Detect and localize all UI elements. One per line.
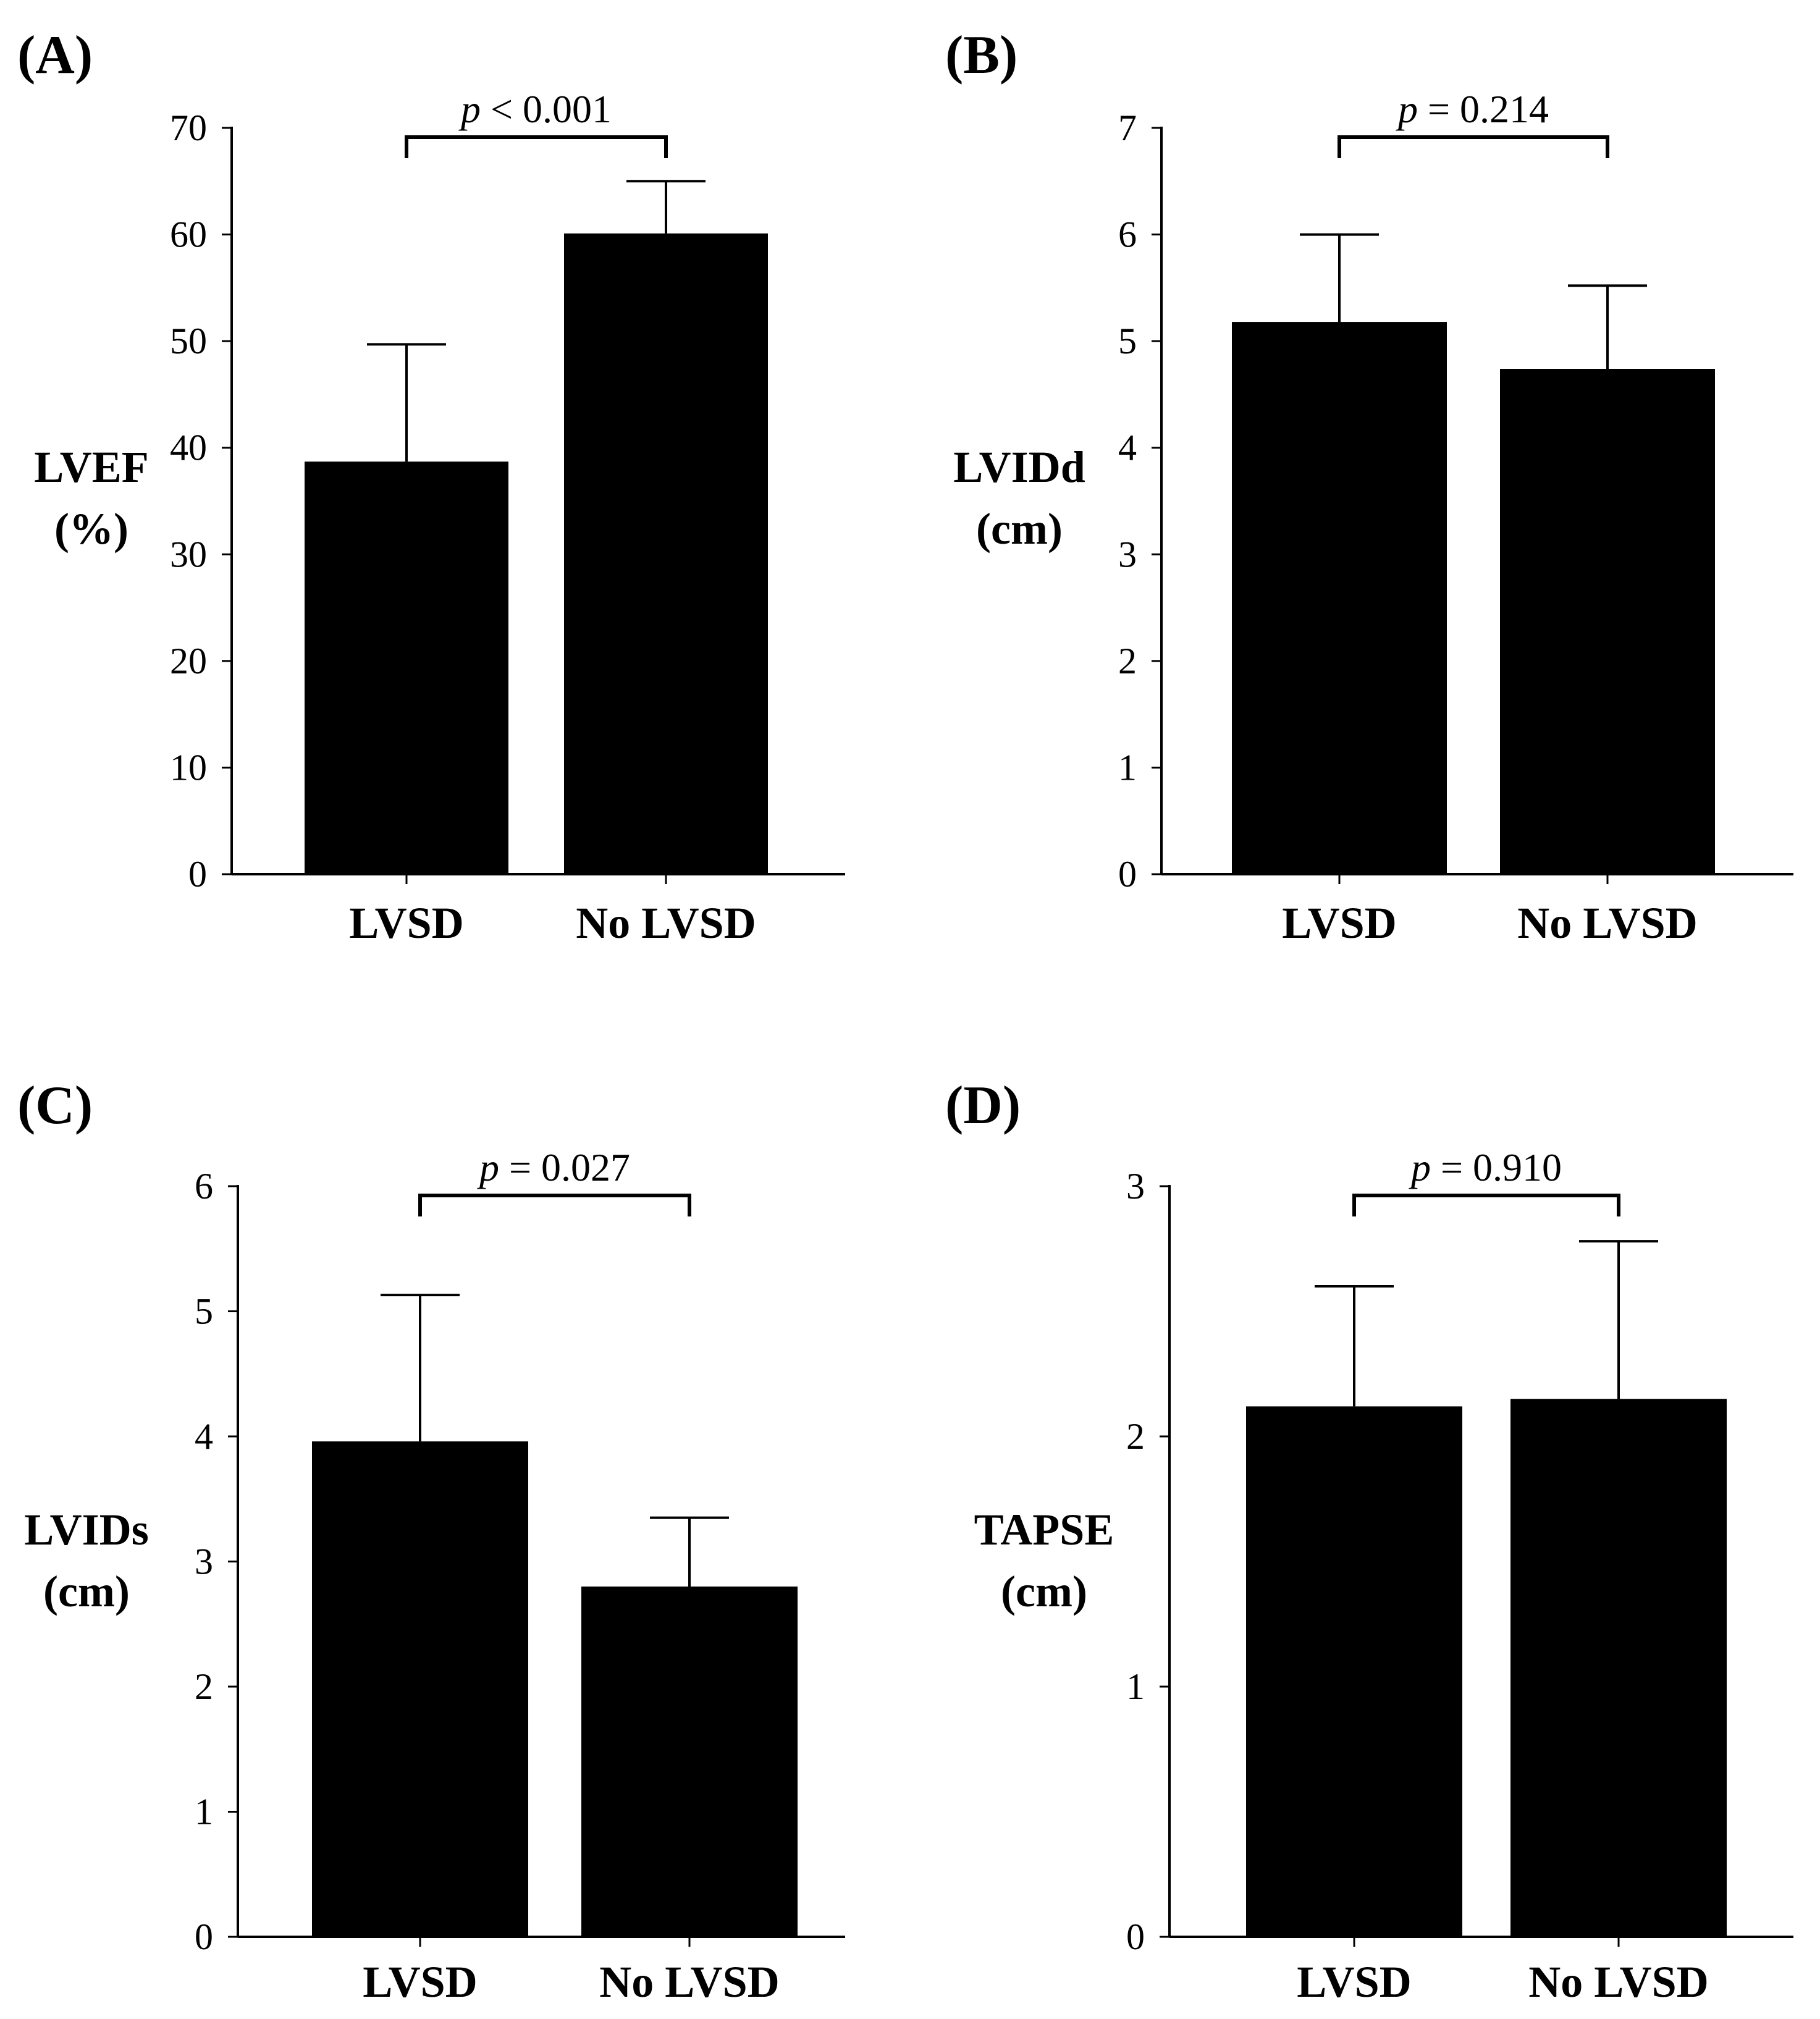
y-tick-label: 3 — [1118, 534, 1137, 575]
y-tick-label: 2 — [195, 1666, 213, 1707]
significance-bracket — [418, 1194, 691, 1216]
x-category-label: LVSD — [1297, 1957, 1411, 2007]
p-value-label: p < 0.001 — [458, 87, 612, 131]
p-symbol: p — [477, 1145, 499, 1189]
y-tick-label: 1 — [1118, 747, 1137, 788]
y-tick-label: 4 — [1118, 428, 1137, 468]
y-tick-label: 2 — [1118, 641, 1137, 681]
panel-label: (B) — [945, 25, 1017, 85]
y-tick-label: 5 — [195, 1291, 213, 1332]
panel-label: (C) — [17, 1076, 93, 1136]
p-value-text: = 0.214 — [1418, 87, 1549, 131]
x-category-label: No LVSD — [1517, 898, 1697, 948]
panel-label: (A) — [17, 25, 93, 85]
bar-no-lvsd — [564, 233, 768, 874]
y-tick-label: 40 — [170, 428, 207, 468]
bar-no-lvsd — [1500, 369, 1715, 874]
y-tick-label: 50 — [170, 321, 207, 361]
y-tick-label: 0 — [188, 854, 207, 895]
bar-no-lvsd — [1510, 1399, 1727, 1937]
p-symbol: p — [458, 87, 481, 131]
y-tick-label: 1 — [1126, 1666, 1145, 1707]
p-symbol: p — [1396, 87, 1418, 131]
y-tick-label: 3 — [1126, 1166, 1145, 1207]
y-tick-label: 4 — [195, 1416, 213, 1457]
p-value-text: = 0.910 — [1431, 1145, 1562, 1189]
y-axis-title: (cm) — [43, 1567, 130, 1616]
y-tick-label: 0 — [1126, 1916, 1145, 1957]
y-axis-title: (%) — [54, 504, 128, 554]
x-category-label: LVSD — [363, 1957, 477, 2007]
bar-lvsd — [1232, 322, 1447, 874]
y-tick-label: 30 — [170, 534, 207, 575]
y-tick-label: 0 — [1118, 854, 1137, 895]
chart-panel-4: (D) TAPSE (cm) 0 1 2 3 LVSD No LVSD p = 0.910 — [945, 1076, 1793, 2007]
y-axis-title: LVEF — [34, 442, 148, 492]
chart-panel-3: (C) LVIDs (cm) 0 1 2 3 4 5 6 LVSD No LVSD p = 0.027 — [17, 1076, 845, 2007]
y-tick-label: 1 — [195, 1792, 213, 1832]
significance-bracket — [405, 135, 668, 158]
chart-panel-1: (A) LVEF (%) 0 10 20 30 40 50 60 70 LVSD No LVSD p < … — [17, 25, 845, 948]
y-tick-label: 5 — [1118, 321, 1137, 361]
y-tick-label: 3 — [195, 1541, 213, 1582]
x-category-label: LVSD — [1282, 898, 1396, 948]
p-symbol: p — [1409, 1145, 1431, 1189]
y-tick-label: 10 — [170, 747, 207, 788]
y-tick-label: 7 — [1118, 107, 1137, 148]
y-axis-title: LVIDd — [953, 442, 1085, 492]
x-category-label: LVSD — [349, 898, 463, 948]
p-value-text: < 0.001 — [481, 87, 612, 131]
panel-label: (D) — [945, 1076, 1021, 1136]
y-tick-label: 70 — [170, 107, 207, 148]
y-tick-label: 20 — [170, 641, 207, 681]
y-tick-label: 6 — [195, 1166, 213, 1207]
p-value-label: p = 0.027 — [477, 1145, 630, 1189]
p-value-label: p = 0.214 — [1396, 87, 1549, 131]
p-value-label: p = 0.910 — [1409, 1145, 1562, 1189]
chart-panel-2: (B) LVIDd (cm) 0 1 2 3 4 5 6 7 LVSD No LVSD p = 0.214 — [945, 25, 1793, 948]
y-axis-title: TAPSE — [974, 1505, 1114, 1554]
significance-bracket — [1352, 1194, 1620, 1216]
significance-bracket — [1338, 135, 1609, 158]
y-axis-title: LVIDs — [24, 1505, 148, 1554]
bar-lvsd — [312, 1441, 528, 1937]
x-category-label: No LVSD — [576, 898, 756, 948]
bar-no-lvsd — [581, 1587, 798, 1937]
x-category-label: No LVSD — [1528, 1957, 1708, 2007]
y-axis-title: (cm) — [976, 504, 1063, 554]
x-category-label: No LVSD — [599, 1957, 779, 2007]
bar-lvsd — [305, 462, 508, 874]
y-tick-label: 2 — [1126, 1416, 1145, 1457]
p-value-text: = 0.027 — [499, 1145, 630, 1189]
y-tick-label: 60 — [170, 214, 207, 255]
bar-lvsd — [1246, 1406, 1462, 1937]
y-tick-label: 0 — [195, 1916, 213, 1957]
y-tick-label: 6 — [1118, 214, 1137, 255]
y-axis-title: (cm) — [1001, 1567, 1087, 1616]
